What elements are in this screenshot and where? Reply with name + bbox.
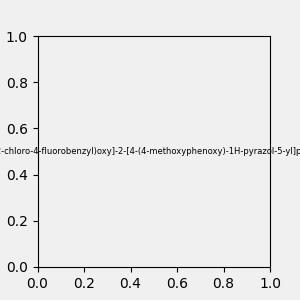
Text: 5-[(2-chloro-4-fluorobenzyl)oxy]-2-[4-(4-methoxyphenoxy)-1H-pyrazol-5-yl]phenol: 5-[(2-chloro-4-fluorobenzyl)oxy]-2-[4-(4…: [0, 147, 300, 156]
